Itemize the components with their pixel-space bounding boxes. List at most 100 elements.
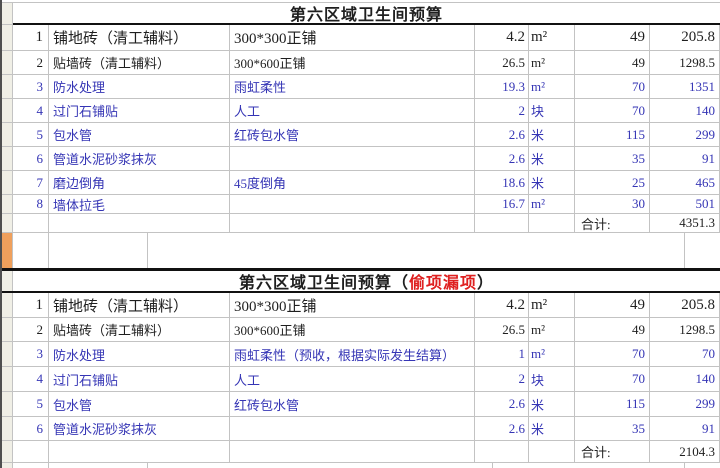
cell-spec[interactable]: 雨虹柔性（预收，根据实际发生结算） [230, 342, 475, 367]
cell-spec[interactable]: 红砖包水管 [230, 392, 475, 417]
cell-item-name[interactable]: 铺地砖（清工辅料） [49, 293, 230, 318]
cell-unit[interactable]: m² [529, 75, 575, 99]
cell-empty[interactable] [475, 214, 529, 233]
cell-quantity[interactable]: 18.6 [475, 171, 529, 195]
cell-empty[interactable] [13, 441, 49, 463]
cell-spec[interactable]: 300*300正铺 [230, 293, 475, 318]
cell-unit-price[interactable]: 25 [575, 171, 650, 195]
cell-row-number[interactable]: 5 [13, 123, 49, 147]
cell-empty[interactable] [529, 214, 575, 233]
cell-row-number[interactable]: 1 [13, 293, 49, 318]
cell-row-number[interactable]: 8 [13, 195, 49, 214]
cell-amount[interactable]: 1351 [650, 75, 720, 99]
cell-unit[interactable]: 米 [529, 171, 575, 195]
cell-unit[interactable]: m² [529, 342, 575, 367]
cell-row-number[interactable]: 2 [13, 51, 49, 75]
cell-unit-price[interactable]: 35 [575, 147, 650, 171]
cell-quantity[interactable]: 2.6 [475, 147, 529, 171]
cell-quantity[interactable]: 4.2 [475, 293, 529, 318]
cell-unit-price[interactable]: 70 [575, 99, 650, 123]
cell-unit-price[interactable]: 30 [575, 195, 650, 214]
table-title[interactable]: 第六区域卫生间预算 [13, 3, 720, 25]
cell-amount[interactable]: 1298.5 [650, 51, 720, 75]
cell-item-name[interactable]: 管道水泥砂浆抹灰 [49, 147, 230, 171]
total-label[interactable]: 合计: [575, 214, 650, 233]
cell-item-name[interactable]: 磨边倒角 [49, 171, 230, 195]
table-title[interactable]: 第六区域卫生间预算（偷项漏项） [13, 271, 720, 291]
cell-row-number[interactable]: 2 [13, 318, 49, 342]
cell-spec[interactable]: 雨虹柔性 [230, 75, 475, 99]
cell-item-name[interactable]: 贴墙砖（清工辅料） [49, 318, 230, 342]
total-value[interactable]: 2104.3 [650, 441, 720, 463]
cell-unit[interactable]: 米 [529, 123, 575, 147]
cell-unit[interactable]: 块 [529, 367, 575, 392]
cell-empty[interactable] [49, 441, 230, 463]
cell-empty[interactable] [13, 214, 49, 233]
cell-row-number[interactable]: 4 [13, 99, 49, 123]
cell-empty[interactable] [475, 441, 529, 463]
cell-quantity[interactable]: 1 [475, 342, 529, 367]
cell-unit-price[interactable]: 115 [575, 392, 650, 417]
cell-spec[interactable]: 300*300正铺 [230, 25, 475, 51]
cell-empty[interactable] [529, 441, 575, 463]
cell-spec[interactable]: 人工 [230, 99, 475, 123]
cell-quantity[interactable]: 19.3 [475, 75, 529, 99]
cell-unit[interactable]: 块 [529, 99, 575, 123]
cell-item-name[interactable]: 包水管 [49, 392, 230, 417]
cell-row-number[interactable]: 6 [13, 147, 49, 171]
cell-empty[interactable] [230, 441, 475, 463]
cell-amount[interactable]: 1298.5 [650, 318, 720, 342]
cell-amount[interactable]: 91 [650, 147, 720, 171]
cell-amount[interactable]: 299 [650, 123, 720, 147]
cell-unit-price[interactable]: 49 [575, 318, 650, 342]
cell-quantity[interactable]: 2 [475, 367, 529, 392]
cell-spec[interactable] [230, 417, 475, 441]
cell-item-name[interactable]: 防水处理 [49, 75, 230, 99]
cell-item-name[interactable]: 贴墙砖（清工辅料） [49, 51, 230, 75]
cell-unit-price[interactable]: 35 [575, 417, 650, 441]
cell-unit-price[interactable]: 70 [575, 367, 650, 392]
cell-unit[interactable]: m² [529, 25, 575, 51]
cell-amount[interactable]: 140 [650, 99, 720, 123]
total-label[interactable]: 合计: [575, 441, 650, 463]
cell-row-number[interactable]: 5 [13, 392, 49, 417]
cell-quantity[interactable]: 2 [475, 99, 529, 123]
cell-unit[interactable]: m² [529, 318, 575, 342]
cell-empty[interactable] [230, 214, 475, 233]
cell-quantity[interactable]: 4.2 [475, 25, 529, 51]
cell-row-number[interactable]: 3 [13, 75, 49, 99]
cell-amount[interactable]: 70 [650, 342, 720, 367]
cell-unit[interactable]: m² [529, 51, 575, 75]
cell-unit[interactable]: m² [529, 293, 575, 318]
cell-quantity[interactable]: 26.5 [475, 318, 529, 342]
cell-amount[interactable]: 465 [650, 171, 720, 195]
cell-item-name[interactable]: 包水管 [49, 123, 230, 147]
cell-unit-price[interactable]: 70 [575, 75, 650, 99]
cell-amount[interactable]: 205.8 [650, 25, 720, 51]
cell-amount[interactable]: 91 [650, 417, 720, 441]
cell-unit[interactable]: 米 [529, 417, 575, 441]
cell-quantity[interactable]: 2.6 [475, 392, 529, 417]
cell-item-name[interactable]: 管道水泥砂浆抹灰 [49, 417, 230, 441]
cell-item-name[interactable]: 防水处理 [49, 342, 230, 367]
cell-spec[interactable] [230, 147, 475, 171]
cell-amount[interactable]: 205.8 [650, 293, 720, 318]
cell-item-name[interactable]: 墙体拉毛 [49, 195, 230, 214]
cell-row-number[interactable]: 3 [13, 342, 49, 367]
cell-item-name[interactable]: 铺地砖（清工辅料） [49, 25, 230, 51]
cell-empty[interactable] [49, 214, 230, 233]
total-value[interactable]: 4351.3 [650, 214, 720, 233]
cell-spec[interactable]: 红砖包水管 [230, 123, 475, 147]
cell-unit-price[interactable]: 49 [575, 25, 650, 51]
cell-unit-price[interactable]: 49 [575, 51, 650, 75]
cell-spec[interactable]: 45度倒角 [230, 171, 475, 195]
cell-unit-price[interactable]: 115 [575, 123, 650, 147]
cell-spec[interactable]: 300*600正铺 [230, 318, 475, 342]
cell-quantity[interactable]: 2.6 [475, 123, 529, 147]
cell-unit[interactable]: m² [529, 195, 575, 214]
cell-amount[interactable]: 299 [650, 392, 720, 417]
cell-quantity[interactable]: 26.5 [475, 51, 529, 75]
cell-item-name[interactable]: 过门石铺贴 [49, 99, 230, 123]
cell-row-number[interactable]: 6 [13, 417, 49, 441]
cell-amount[interactable]: 501 [650, 195, 720, 214]
